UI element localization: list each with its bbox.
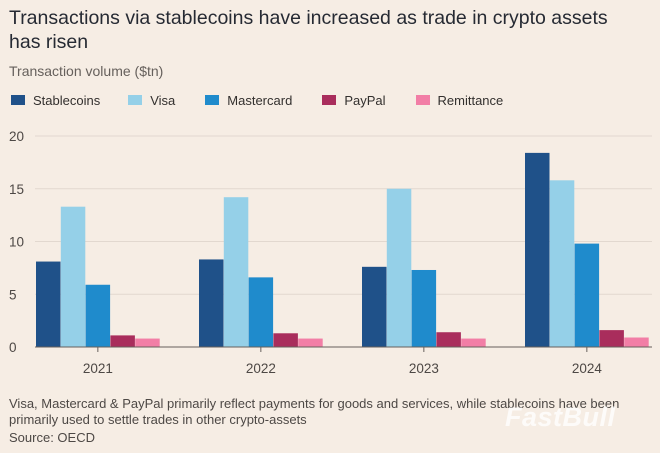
bar-mastercard-2023 (411, 269, 437, 347)
bar-stablecoins-2023 (362, 266, 387, 347)
bar-visa-2021 (60, 206, 86, 347)
legend-item-paypal: PayPal (322, 92, 386, 108)
y-tick-label: 10 (9, 235, 24, 250)
legend-item-mastercard: Mastercard (205, 93, 292, 108)
bar-remittance-2022 (298, 338, 323, 347)
x-tick-label: 2024 (572, 361, 603, 376)
legend-label-stablecoins: Stablecoins (33, 92, 101, 108)
y-tick-label: 0 (9, 340, 17, 355)
legend-label-paypal: PayPal (344, 92, 386, 108)
legend-label-visa: Visa (150, 92, 176, 108)
bar-stablecoins-2022 (199, 259, 224, 347)
x-tick-label: 2023 (409, 361, 439, 376)
bar-paypal-2024 (599, 330, 624, 347)
watermark-logo: FastBull (505, 402, 616, 432)
legend-label-remittance: Remittance (437, 92, 504, 108)
x-tick-label: 2021 (83, 361, 113, 376)
bar-chart: 0 5 10 15 20 2021 2022 2023 2024 (9, 129, 652, 376)
bar-stablecoins-2024 (525, 152, 550, 347)
y-tick-label: 20 (9, 129, 24, 144)
chart-title: Transactions via stablecoins have increa… (9, 7, 608, 53)
bar-remittance-2024 (624, 337, 649, 347)
bar-paypal-2021 (110, 335, 135, 347)
bar-paypal-2022 (273, 333, 298, 347)
legend-label-mastercard: Mastercard (227, 92, 293, 108)
legend-item-stablecoins: Stablecoins (11, 93, 100, 108)
y-tick-label: 15 (9, 182, 24, 197)
bar-remittance-2023 (461, 338, 486, 347)
bar-mastercard-2022 (248, 277, 274, 347)
legend: Stablecoins Visa Mastercard PayPal Remit… (11, 92, 533, 108)
legend-swatch-paypal (322, 95, 337, 105)
bar-remittance-2021 (135, 338, 160, 347)
bar-stablecoins-2021 (36, 261, 61, 347)
legend-item-visa: Visa (128, 93, 175, 108)
y-tick-label: 5 (9, 287, 17, 302)
legend-item-remittance: Remittance (415, 92, 504, 108)
legend-swatch-visa (128, 95, 143, 105)
bar-visa-2023 (386, 188, 412, 347)
bar-mastercard-2021 (85, 284, 111, 347)
legend-swatch-remittance (415, 95, 430, 105)
legend-swatch-mastercard (205, 95, 220, 105)
x-tick-label: 2022 (246, 361, 276, 376)
source-note: Source: OECD (9, 430, 95, 445)
bar-visa-2022 (223, 197, 249, 347)
bar-paypal-2023 (436, 332, 461, 347)
y-axis-label: Transaction volume ($tn) (9, 63, 164, 79)
bar-mastercard-2024 (574, 243, 600, 347)
footnote: Visa, Mastercard & PayPal primarily refl… (9, 396, 620, 427)
bar-visa-2024 (549, 180, 575, 347)
legend-swatch-stablecoins (11, 95, 25, 105)
